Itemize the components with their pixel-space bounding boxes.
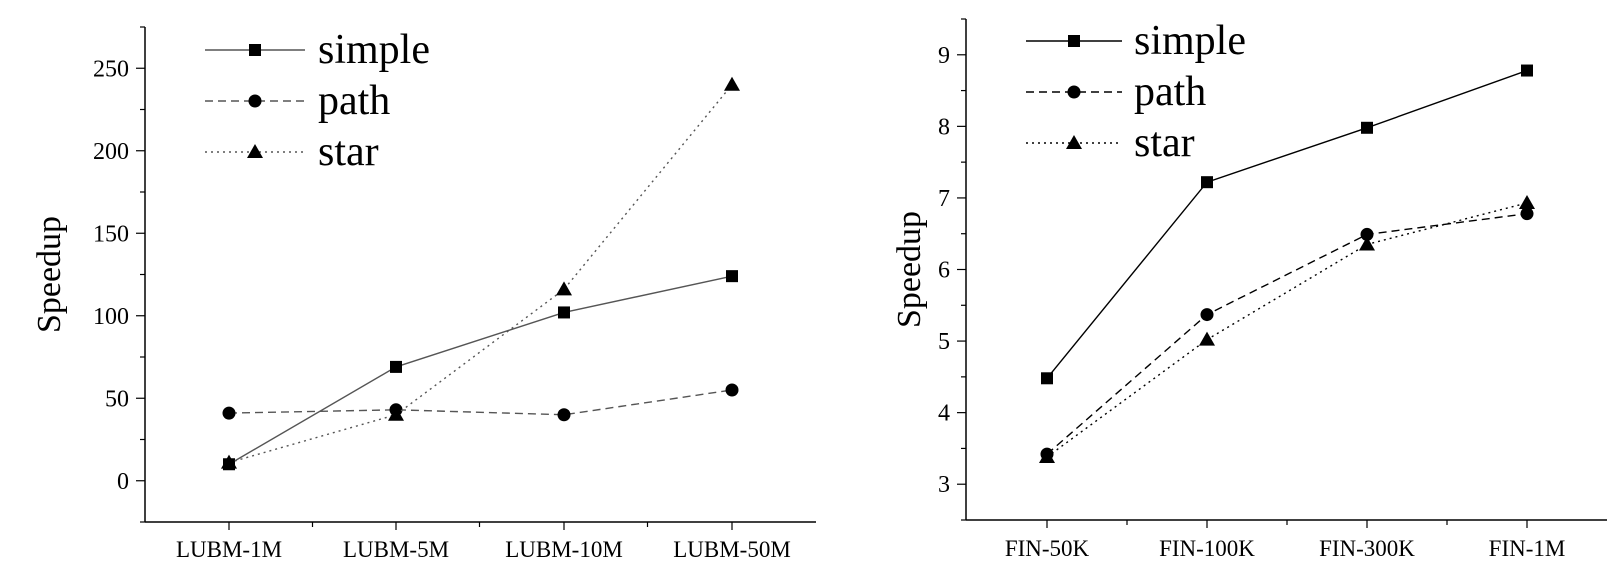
data-point-star [1519, 194, 1535, 209]
series-line-simple [1046, 69, 1528, 379]
data-point-path [222, 406, 236, 420]
x-category-label: LUBM-10M [505, 537, 623, 562]
x-category-label: FIN-1M [1489, 536, 1566, 561]
y-tick-label: 6 [938, 258, 950, 284]
legend-label-path: path [1134, 69, 1206, 115]
x-category-label: FIN-50K [1005, 536, 1090, 561]
y-tick-label: 50 [105, 386, 129, 412]
y-tick-label: 200 [93, 139, 129, 165]
data-point-star [221, 454, 237, 469]
data-point-star [1039, 449, 1055, 464]
y-tick-label: 8 [938, 114, 950, 140]
data-point-simple [726, 270, 738, 283]
series-path [1040, 207, 1534, 461]
legend-marker-path [248, 94, 262, 108]
legend-label-simple: simple [318, 27, 430, 73]
legend: simple path star [205, 27, 430, 175]
series-simple [223, 270, 738, 471]
x-category-label: LUBM-1M [176, 537, 282, 562]
data-point-simple [558, 306, 570, 319]
data-point-path [725, 383, 739, 397]
y-tick-label: 7 [938, 186, 950, 212]
fin-speedup-chart: 3 4 5 6 7 8 9 FIN-50K FIN-100K FIN-300K FIN-1M Spee… [891, 18, 1607, 561]
y-axis-title: Speedup [891, 211, 928, 328]
data-point-star [724, 76, 740, 91]
data-point-path [1200, 308, 1214, 322]
series-line-simple [228, 275, 733, 465]
legend-marker-path [1067, 85, 1081, 99]
y-tick-label: 9 [938, 43, 950, 69]
x-category-label: LUBM-50M [673, 537, 791, 562]
data-point-simple [390, 360, 402, 373]
series-line-path [228, 389, 733, 416]
legend-label-path: path [318, 78, 390, 124]
series-simple [1041, 64, 1533, 385]
series-star [1039, 194, 1535, 464]
data-point-star [388, 406, 404, 421]
series-line-star [1046, 202, 1528, 458]
legend-marker-simple [249, 44, 261, 56]
data-point-simple [1521, 64, 1533, 77]
data-point-simple [1201, 176, 1213, 189]
y-tick-label: 3 [938, 472, 950, 498]
legend-label-simple: simple [1134, 18, 1246, 64]
legend-label-star: star [1134, 120, 1195, 166]
y-tick-label: 5 [938, 329, 950, 355]
data-point-path [1360, 227, 1374, 241]
x-category-label: FIN-100K [1159, 536, 1255, 561]
data-point-path [1520, 207, 1534, 221]
legend: simple path star [1026, 18, 1246, 166]
legend-marker-star [247, 144, 263, 158]
x-category-label: FIN-300K [1319, 536, 1415, 561]
series-path [222, 383, 739, 422]
x-category-label: LUBM-5M [343, 537, 449, 562]
data-point-star [556, 281, 572, 296]
series-star [221, 76, 740, 469]
y-tick-label: 150 [93, 221, 129, 247]
data-point-star [1359, 236, 1375, 251]
series-line-path [1046, 212, 1528, 455]
data-point-simple [1361, 121, 1373, 134]
y-tick-label: 100 [93, 304, 129, 330]
data-point-star [1199, 331, 1215, 346]
legend-marker-simple [1068, 35, 1080, 47]
y-axis-title: Speedup [31, 216, 68, 333]
lubm-speedup-chart: 0 50 100 150 200 250 LUBM-1M LUBM-5M LUBM-10M LUB… [31, 26, 816, 562]
data-point-simple [1041, 372, 1053, 385]
data-point-path [557, 408, 571, 422]
legend-marker-star [1066, 135, 1082, 149]
legend-label-star: star [318, 129, 379, 175]
y-tick-label: 4 [938, 401, 950, 427]
y-tick-label: 250 [93, 56, 129, 82]
y-tick-label: 0 [117, 469, 129, 495]
series-line-star [228, 84, 733, 464]
